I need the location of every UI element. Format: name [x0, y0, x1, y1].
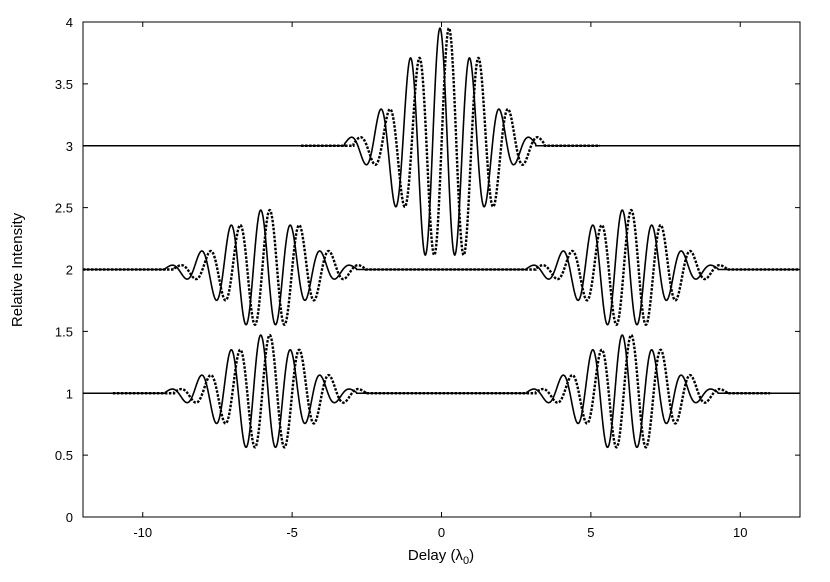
y-tick-label: 2	[66, 263, 73, 278]
x-tick-label: -10	[133, 525, 152, 540]
y-tick-label: 4	[66, 15, 73, 30]
x-tick-label: -5	[286, 525, 298, 540]
y-tick-label: 0	[66, 510, 73, 525]
x-tick-label: 5	[587, 525, 594, 540]
dotted-trace-2	[83, 208, 800, 326]
solid-trace-3	[83, 27, 800, 256]
x-tick-label: 10	[733, 525, 747, 540]
dotted-trace-3	[301, 26, 600, 257]
y-axis-title: Relative Intensity	[9, 212, 26, 327]
y-tick-label: 0.5	[55, 448, 73, 463]
x-axis-title-subscript: 0	[463, 555, 469, 567]
plot-area	[83, 26, 800, 449]
x-axis-title-close: )	[469, 547, 474, 564]
y-tick-label: 1	[66, 386, 73, 401]
y-tick-label: 1.5	[55, 324, 73, 339]
y-tick-label: 2.5	[55, 201, 73, 216]
solid-trace-1	[83, 334, 800, 449]
solid-trace-2	[83, 209, 800, 326]
x-axis-title-main: Delay (λ	[408, 547, 464, 564]
y-tick-label: 3	[66, 139, 73, 154]
x-tick-label: 0	[438, 525, 445, 540]
axis-ticks: -10 -5 0 5 10 0 0.5 1 1.5 2 2.5 3 3.5 4	[55, 15, 800, 540]
y-tick-label: 3.5	[55, 77, 73, 92]
x-axis-title: Delay (λ0)	[408, 547, 474, 567]
dotted-trace-1	[112, 333, 771, 449]
